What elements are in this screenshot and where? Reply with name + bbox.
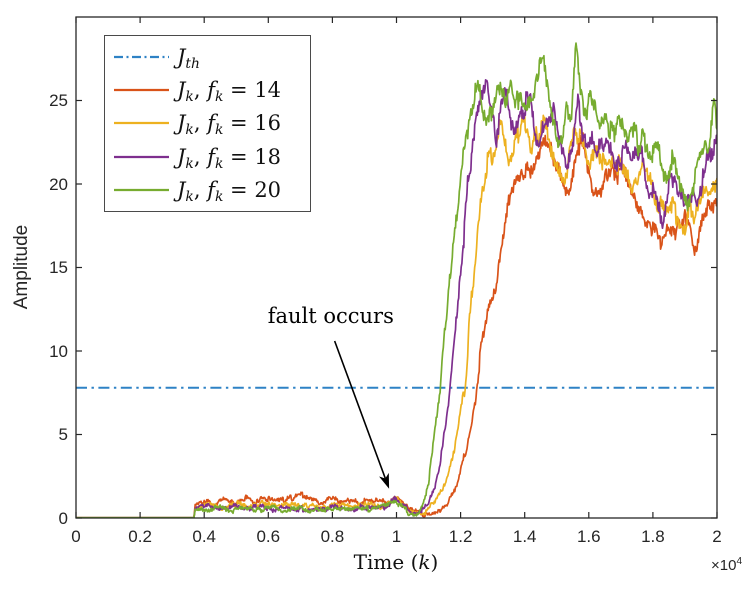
legend-label-Jk-fk20: Jk, fk = 20 bbox=[177, 178, 282, 206]
x-tick-label-1.8: 1.8 bbox=[641, 527, 665, 546]
fault-annotation-text: fault occurs bbox=[267, 303, 394, 328]
x-tick-label-1.4: 1.4 bbox=[512, 527, 537, 546]
x-axis-label-text: Time ( bbox=[353, 550, 419, 574]
legend-entry-Jk-fk18: Jk, fk = 18 bbox=[113, 141, 310, 173]
fault-arrow-line bbox=[333, 340, 387, 479]
x-tick-label-0: 0 bbox=[71, 527, 81, 546]
x-tick-label-0.8: 0.8 bbox=[320, 527, 345, 546]
legend-line-sample-Jk-fk14 bbox=[114, 88, 169, 92]
x-tick-label-1: 1 bbox=[391, 527, 402, 546]
legend-line-sample-Jth bbox=[114, 55, 169, 58]
y-tick-label-5: 5 bbox=[58, 425, 68, 444]
x-tick-label-1.6: 1.6 bbox=[576, 527, 601, 546]
legend-entry-Jk-fk14: Jk, fk = 14 bbox=[113, 74, 310, 106]
x-tick-label-2: 2 bbox=[712, 527, 722, 546]
legend-entry-Jk-fk16: Jk, fk = 16 bbox=[113, 107, 310, 139]
y-tick-label-10: 10 bbox=[49, 341, 68, 361]
y-tick-label-15: 15 bbox=[49, 258, 68, 277]
x-axis-label: Time (k) bbox=[296, 550, 496, 574]
legend-entry-Jth: Jth bbox=[113, 41, 310, 73]
legend-label-Jk-fk16: Jk, fk = 16 bbox=[177, 111, 282, 139]
legend-line-sample-Jk-fk20 bbox=[114, 189, 169, 192]
multiplier-exponent: 4 bbox=[736, 556, 742, 567]
y-tick-label-20: 20 bbox=[49, 174, 68, 194]
fault-arrow-head bbox=[379, 472, 390, 489]
x-axis-multiplier: ×104 bbox=[676, 556, 742, 574]
x-axis-label-suffix: ) bbox=[430, 550, 439, 574]
legend-line-sample-Jk-fk18 bbox=[114, 155, 169, 159]
x-tick-label-0.4: 0.4 bbox=[192, 527, 216, 546]
x-tick-label-1.2: 1.2 bbox=[448, 527, 473, 546]
legend-entry-Jk-fk20: Jk, fk = 20 bbox=[113, 174, 310, 206]
x-tick-label-0.2: 0.2 bbox=[128, 527, 152, 546]
legend: Jth Jk, fk = 14 Jk, fk = 16 Jk, fk = 18 Jk, … bbox=[104, 35, 311, 212]
legend-label-Jk-fk18: Jk, fk = 18 bbox=[177, 144, 282, 172]
y-tick-label-25: 25 bbox=[49, 91, 68, 110]
x-axis-label-var: k bbox=[418, 550, 431, 574]
legend-line-sample-Jk-fk16 bbox=[114, 122, 169, 125]
y-tick-label-0: 0 bbox=[58, 508, 68, 528]
multiplier-base: ×10 bbox=[710, 557, 737, 574]
x-tick-label-0.6: 0.6 bbox=[256, 527, 281, 546]
legend-label-Jth: Jth bbox=[177, 44, 200, 72]
legend-label-Jk-fk14: Jk, fk = 14 bbox=[177, 78, 282, 105]
